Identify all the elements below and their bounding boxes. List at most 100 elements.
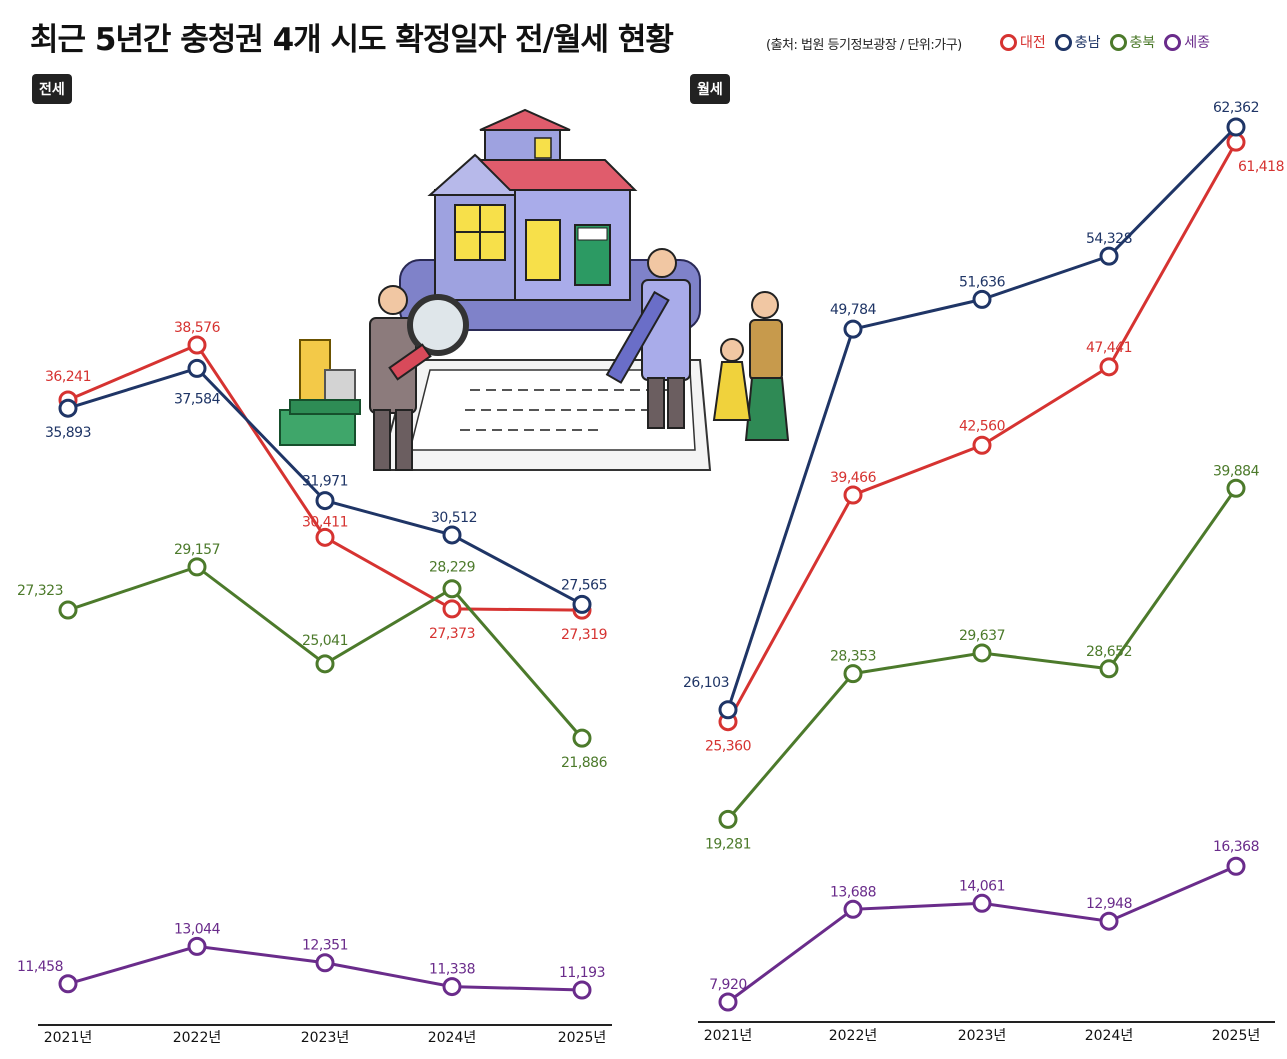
data-point-wolse-daejeon [1099, 357, 1119, 377]
data-point-wolse-sejong [1099, 911, 1119, 931]
legend-label-chungbuk: 충북 [1129, 35, 1156, 51]
data-point-wolse-chungnam [972, 289, 992, 309]
data-point-wolse-chungnam [718, 700, 738, 720]
x-tick-label-wolse: 2022년 [829, 1028, 878, 1044]
data-label-wolse-sejong: 16,368 [1213, 839, 1259, 855]
data-label-jeonse-sejong: 12,351 [302, 938, 348, 954]
data-point-jeonse-chungbuk [187, 557, 207, 577]
data-label-wolse-daejeon: 39,466 [830, 470, 877, 486]
data-label-jeonse-sejong: 11,193 [559, 965, 605, 981]
legend-marker-chungbuk-icon [1109, 33, 1127, 51]
data-point-jeonse-sejong [187, 936, 207, 956]
family-icon [712, 291, 790, 441]
data-point-wolse-chungnam [843, 319, 863, 339]
data-point-jeonse-daejeon [442, 599, 462, 619]
data-label-wolse-chungbuk: 29,637 [959, 628, 1005, 644]
data-point-wolse-sejong [843, 899, 863, 919]
data-label-wolse-chungbuk: 28,353 [830, 649, 876, 665]
contract-paper-icon [378, 359, 712, 471]
legend-label-daejeon: 대전 [1020, 35, 1046, 51]
data-point-jeonse-daejeon [315, 527, 335, 547]
coins-icon [279, 339, 361, 446]
data-label-wolse-sejong: 14,061 [959, 878, 1005, 894]
x-tick-label-jeonse: 2022년 [173, 1030, 222, 1046]
data-point-wolse-daejeon [1226, 132, 1246, 152]
data-label-jeonse-chungbuk: 27,323 [17, 583, 63, 599]
data-label-jeonse-chungnam: 27,565 [561, 577, 607, 593]
data-label-jeonse-chungbuk: 25,041 [302, 633, 348, 649]
data-point-jeonse-chungnam [315, 491, 335, 511]
legend-item-chungbuk: 충북 [1109, 32, 1156, 52]
data-label-wolse-chungnam: 54,328 [1086, 231, 1132, 247]
data-label-wolse-sejong: 13,688 [830, 884, 876, 900]
data-point-jeonse-chungnam [187, 358, 207, 378]
legend-marker-chungnam-icon [1054, 33, 1072, 51]
data-label-wolse-chungnam: 51,636 [959, 274, 1006, 290]
legend-marker-daejeon-icon [1000, 33, 1017, 51]
legend-item-sejong: 세종 [1164, 32, 1210, 52]
data-point-jeonse-chungnam [58, 398, 78, 418]
man-with-pen-icon [605, 248, 691, 429]
data-point-jeonse-sejong [572, 980, 592, 1000]
data-label-jeonse-sejong: 11,458 [17, 959, 63, 975]
data-label-jeonse-sejong: 11,338 [429, 962, 475, 978]
data-label-jeonse-daejeon: 38,576 [174, 320, 221, 336]
panel-tag-wolse: 월세 [690, 74, 730, 104]
legend-label-chungnam: 충남 [1074, 35, 1101, 51]
data-label-wolse-chungbuk: 28,652 [1086, 644, 1132, 660]
data-point-wolse-chungnam [1099, 246, 1119, 266]
data-label-wolse-daejeon: 61,418 [1238, 159, 1284, 175]
x-tick-label-jeonse: 2025년 [558, 1030, 607, 1046]
data-label-wolse-chungnam: 62,362 [1213, 100, 1259, 116]
data-point-jeonse-sejong [315, 953, 335, 973]
house-icon [427, 108, 638, 301]
data-point-wolse-chungbuk [972, 643, 992, 663]
data-label-wolse-daejeon: 47,441 [1086, 340, 1132, 356]
data-label-jeonse-chungnam: 31,971 [302, 474, 348, 490]
data-label-wolse-chungbuk: 19,281 [705, 836, 751, 852]
data-label-jeonse-chungbuk: 29,157 [174, 542, 220, 558]
data-point-jeonse-chungbuk [442, 579, 462, 599]
x-tick-label-jeonse: 2021년 [44, 1030, 93, 1046]
house-contract-illustration [279, 108, 790, 471]
x-tick-label-wolse: 2025년 [1212, 1028, 1261, 1044]
data-point-wolse-daejeon [972, 435, 992, 455]
data-point-wolse-chungbuk [843, 664, 863, 684]
chart-title: 최근 5년간 충청권 4개 시도 확정일자 전/월세 현황 [30, 22, 674, 58]
data-label-jeonse-daejeon: 27,319 [561, 627, 607, 643]
data-point-jeonse-daejeon [187, 335, 207, 355]
data-label-jeonse-chungbuk: 21,886 [561, 755, 608, 771]
data-label-jeonse-daejeon: 36,241 [45, 369, 91, 385]
data-point-jeonse-chungbuk [58, 600, 78, 620]
data-label-jeonse-chungnam: 30,512 [431, 510, 477, 526]
data-label-jeonse-chungbuk: 28,229 [429, 560, 475, 576]
data-label-wolse-sejong: 7,920 [709, 977, 747, 993]
legend-label-sejong: 세종 [1184, 35, 1211, 51]
data-point-jeonse-chungbuk [315, 654, 335, 674]
data-point-jeonse-chungbuk [572, 728, 592, 748]
data-label-jeonse-chungnam: 37,584 [174, 391, 221, 407]
legend-item-daejeon: 대전 [1000, 32, 1046, 52]
data-label-wolse-chungnam: 49,784 [830, 302, 877, 318]
data-label-jeonse-sejong: 13,044 [174, 921, 221, 937]
data-point-jeonse-sejong [58, 974, 78, 994]
data-point-wolse-chungnam [1226, 117, 1246, 137]
data-point-wolse-sejong [1226, 856, 1246, 876]
legend-item-chungnam: 충남 [1054, 32, 1101, 52]
businessman-icon [369, 285, 469, 471]
data-point-wolse-chungbuk [718, 809, 738, 829]
source-note: (출처: 법원 등기정보광장 / 단위:가구) [766, 38, 962, 53]
data-point-wolse-chungbuk [1226, 478, 1246, 498]
data-point-wolse-sejong [718, 992, 738, 1012]
data-point-wolse-chungbuk [1099, 659, 1119, 679]
x-tick-label-wolse: 2023년 [958, 1028, 1007, 1044]
legend: 대전 충남 충북 세종 [1000, 32, 1210, 52]
data-label-wolse-chungnam: 26,103 [683, 675, 729, 691]
data-point-wolse-sejong [972, 893, 992, 913]
panel-tag-jeonse: 전세 [32, 74, 72, 104]
x-tick-label-jeonse: 2023년 [301, 1030, 350, 1046]
x-tick-label-wolse: 2024년 [1085, 1028, 1134, 1044]
data-point-wolse-daejeon [843, 485, 863, 505]
data-point-jeonse-sejong [442, 977, 462, 997]
